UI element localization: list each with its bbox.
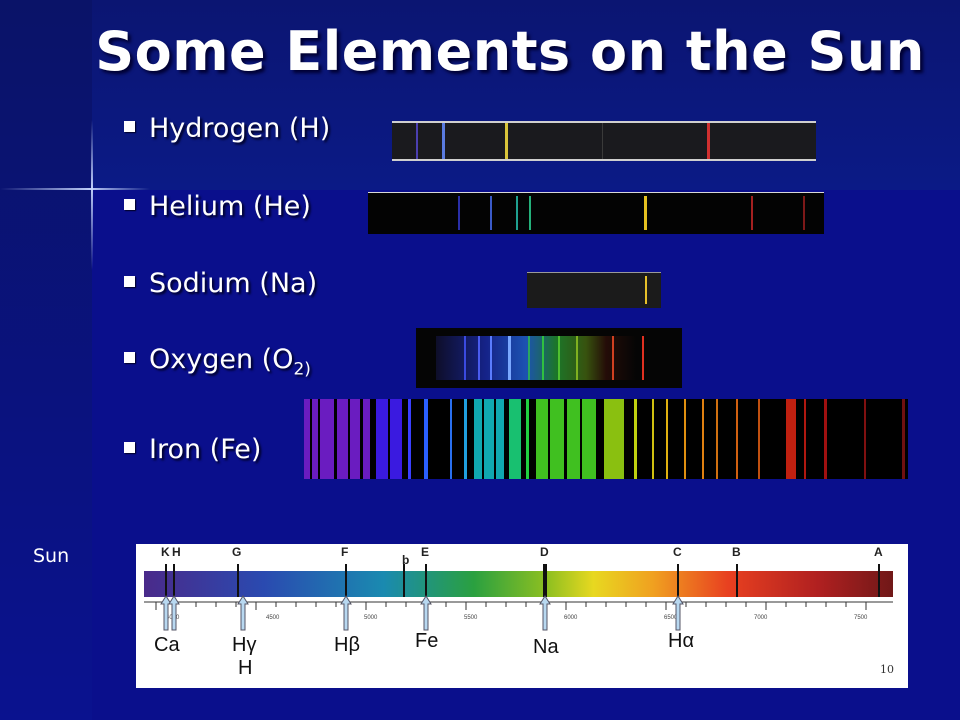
line-label-h-alpha: Hα [668, 630, 694, 652]
bullet-square-icon [124, 199, 135, 210]
bullet-oxygen: Oxygen (O2) [124, 344, 311, 379]
bullet-label: Sodium (Na) [149, 268, 318, 299]
line-label-na: Na [533, 636, 559, 658]
bullet-label: Oxygen (O [149, 344, 294, 375]
bullet-square-icon [124, 442, 135, 453]
star-glint-vertical [91, 120, 93, 270]
fraunhofer-letter: B [732, 545, 741, 559]
fraunhofer-letter: b [402, 553, 409, 567]
bullet-square-icon [124, 276, 135, 287]
wavelength-tick-label: 5000 [364, 615, 378, 621]
bullet-label: Hydrogen (H) [149, 113, 331, 144]
line-label-fe: Fe [415, 630, 438, 652]
line-label-ca: Ca [154, 634, 180, 656]
wavelength-tick-label: 6000 [564, 615, 578, 621]
wavelength-tick-label: 6500 [664, 615, 678, 621]
bullet-sodium: Sodium (Na) [124, 268, 317, 299]
bullet-square-icon [124, 352, 135, 363]
bullet-iron: Iron (Fe) [124, 434, 261, 465]
fraunhofer-letter: H [172, 545, 181, 559]
fraunhofer-letter: K [161, 545, 170, 559]
fraunhofer-letter: A [874, 545, 883, 559]
solar-spectrum-diagram: K H G F b E D C B A [144, 545, 893, 679]
bullet-label-subscript: 2) [293, 359, 311, 380]
background-left-band [0, 0, 92, 720]
fraunhofer-letter: G [232, 545, 241, 559]
wavelength-tick-label: 4500 [266, 615, 280, 621]
slide-number: 10 [880, 663, 894, 676]
bullet-hydrogen: Hydrogen (H) [124, 113, 330, 144]
iron-spectrum-image [304, 399, 908, 479]
hydrogen-spectrum-image [392, 121, 816, 161]
fraunhofer-letter: C [673, 545, 682, 559]
line-label-h-beta: Hβ [334, 634, 360, 656]
sodium-spectrum-image [527, 272, 661, 308]
oxygen-spectrum-image [416, 328, 682, 388]
bullet-square-icon [124, 121, 135, 132]
sun-label: Sun [33, 545, 70, 567]
bullet-label: Iron (Fe) [149, 434, 262, 465]
bullet-helium: Helium (He) [124, 191, 311, 222]
slide-title: Some Elements on the Sun [95, 20, 925, 83]
fraunhofer-letter: F [341, 545, 348, 559]
helium-spectrum-image [368, 192, 824, 234]
bullet-label: Helium (He) [149, 191, 311, 222]
wavelength-tick-label: 7000 [754, 615, 768, 621]
line-label-h-gamma: Hγ [232, 634, 256, 656]
line-label-h: H [238, 657, 252, 679]
wavelength-tick-label: 5500 [464, 615, 478, 621]
fraunhofer-letter: E [421, 545, 429, 559]
star-glint-horizontal [0, 188, 150, 190]
fraunhofer-letter: D [540, 545, 549, 559]
solar-spectrum-panel: K H G F b E D C B A [136, 544, 908, 688]
wavelength-tick-label: 7500 [854, 615, 868, 621]
